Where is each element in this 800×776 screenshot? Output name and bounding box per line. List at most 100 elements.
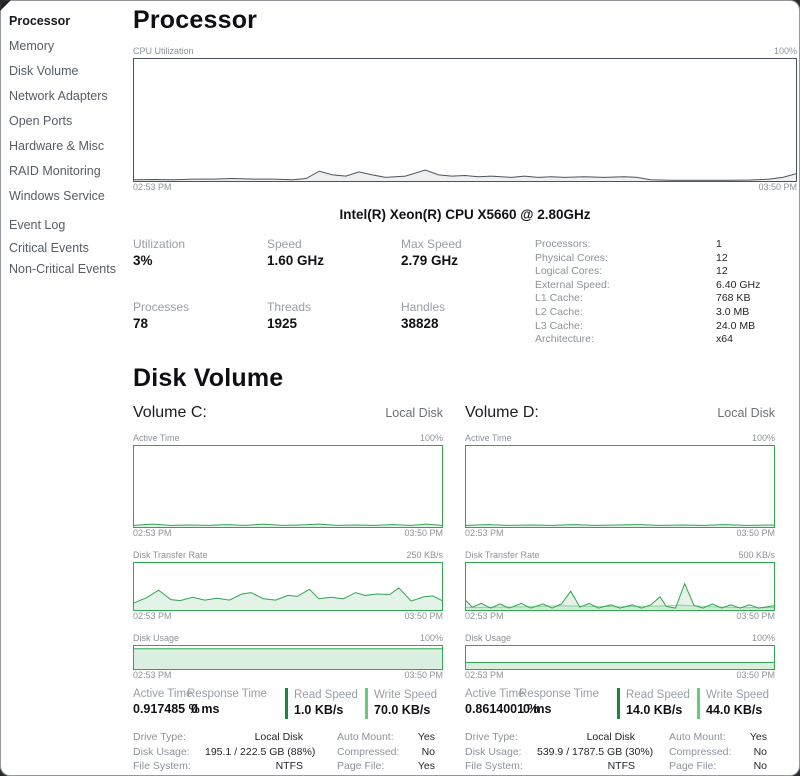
cpu-utilization-chart <box>133 58 797 182</box>
stat-max-speed: Max Speed 2.79 GHz <box>401 237 462 268</box>
volume-d-transfer-label: Disk Transfer Rate <box>465 549 540 560</box>
volumes-row: Volume C: Local Disk Active Time 100% 02… <box>133 404 775 776</box>
volume-c-active-label: Active Time <box>133 432 180 443</box>
volume-d-stats: Active Time Response Time 0.8614001 % 0 … <box>465 687 775 721</box>
stat-threads: Threads 1925 <box>267 300 312 332</box>
volume-c-file-system: File System: NTFS <box>133 760 303 773</box>
volume-c-usage-label: Disk Usage <box>133 632 180 643</box>
sidebar: Processor Memory Disk Volume Network Ada… <box>0 0 125 776</box>
cpu-model-name: Intel(R) Xeon(R) CPU X5660 @ 2.80GHz <box>339 207 591 222</box>
disk-volume-title: Disk Volume <box>133 363 284 392</box>
sidebar-item-memory[interactable]: Memory <box>9 39 55 53</box>
volume-d-response-time-label: Response Time <box>519 687 599 700</box>
sidebar-item-network-adapters[interactable]: Network Adapters <box>9 89 108 103</box>
volume-c-active-svg <box>134 446 442 527</box>
volume-d-details: Drive Type: Local Disk Disk Usage: 539.9 /… <box>465 730 775 776</box>
volume-c-disk-usage: Disk Usage: 195.1 / 222.5 GB (88%) <box>133 745 316 758</box>
processor-info: Utilization 3% Speed 1.60 GHz Max Speed … <box>133 237 797 347</box>
sidebar-item-windows-service[interactable]: Windows Service <box>9 189 105 203</box>
volume-c-transfer-label: Disk Transfer Rate <box>133 549 208 560</box>
sidebar-item-open-ports[interactable]: Open Ports <box>9 114 73 128</box>
volume-d-usage-ymax: 100% <box>751 632 775 643</box>
volume-c-compressed: Compressed: No <box>337 745 435 758</box>
volume-d-active-chart <box>465 444 775 528</box>
volume-d-write-speed: Write Speed 44.0 KB/s <box>697 687 769 719</box>
volume-c-write-speed: Write Speed 70.0 KB/s <box>365 687 437 719</box>
page-title: Processor <box>133 6 258 34</box>
volume-d-usage-svg <box>466 646 774 669</box>
volume-d-name: Volume D: <box>465 403 539 421</box>
cpu-time-end: 03:50 PM <box>758 182 797 192</box>
volume-c-usage-chart <box>133 644 443 670</box>
stat-speed: Speed 1.60 GHz <box>267 237 325 268</box>
volume-c-response-time-label: Response Time <box>187 687 267 700</box>
volume-c-type: Local Disk <box>385 405 443 420</box>
cpu-chart-header: CPU Utilization 100% <box>133 46 797 57</box>
volume-d-usage-chart <box>465 644 775 670</box>
volume-d-read-speed: Read Speed 14.0 KB/s <box>617 687 690 719</box>
processor-details: Processors: 1 Physical Cores: 12 Logical C… <box>535 237 797 347</box>
stat-utilization: Utilization 3% <box>133 237 186 268</box>
volume-d-disk-usage: Disk Usage: 539.9 / 1787.5 GB (30%) <box>465 745 654 758</box>
volume-c-active-ymax: 100% <box>419 432 443 443</box>
processor-stats: Utilization 3% Speed 1.60 GHz Max Speed … <box>133 237 535 347</box>
sidebar-item-disk-volume[interactable]: Disk Volume <box>9 64 79 78</box>
sidebar-item-critical-events[interactable]: Critical Events <box>9 241 89 255</box>
volume-c-response-time-value: 0 ms <box>191 701 220 716</box>
volume-d-usage-label: Disk Usage <box>465 632 512 643</box>
stat-processes: Processes 78 <box>133 300 190 332</box>
volume-c-name: Volume C: <box>133 403 207 421</box>
sidebar-item-processor[interactable]: Processor <box>9 14 71 28</box>
volume-c-transfer-chart <box>133 561 443 611</box>
volume-d-active-label: Active Time <box>465 432 512 443</box>
cursor-icon <box>0 0 11 11</box>
volume-c-active-time-label: Active Time <box>133 687 193 700</box>
cpu-chart-ymax: 100% <box>773 46 797 56</box>
volume-d-page-file: Page File: No <box>669 760 767 773</box>
volume-d-transfer-ymax: 500 KB/s <box>738 549 775 560</box>
volume-c-panel: Volume C: Local Disk Active Time 100% 02… <box>133 404 443 776</box>
volume-c-details: Drive Type: Local Disk Disk Usage: 195.1 /… <box>133 730 443 776</box>
detail-physical-cores: Physical Cores: 12 <box>535 251 728 264</box>
sidebar-item-hardware-misc[interactable]: Hardware & Misc <box>9 139 105 153</box>
detail-l1-cache: L1 Cache: 768 KB <box>535 292 751 305</box>
sidebar-item-non-critical-events[interactable]: Non-Critical Events <box>9 262 116 276</box>
cpu-chart-svg <box>134 59 796 181</box>
volume-d-panel: Volume D: Local Disk Active Time 100% 02… <box>465 404 775 776</box>
volume-c-drive-type: Drive Type: Local Disk <box>133 730 303 743</box>
detail-external-speed: External Speed: 6.40 GHz <box>535 278 761 291</box>
volume-c-usage-ymax: 100% <box>419 632 443 643</box>
volume-d-compressed: Compressed: No <box>669 745 767 758</box>
cpu-chart-label: CPU Utilization <box>133 46 194 56</box>
sidebar-item-raid-monitoring[interactable]: RAID Monitoring <box>9 164 101 178</box>
detail-architecture: Architecture: x64 <box>535 333 733 346</box>
stat-handles: Handles 38828 <box>401 300 446 332</box>
detail-l2-cache: L2 Cache: 3.0 MB <box>535 305 750 318</box>
main-content: Processor CPU Utilization 100% 02:53 PM … <box>125 0 800 776</box>
volume-d-drive-type: Drive Type: Local Disk <box>465 730 635 743</box>
volume-d-type: Local Disk <box>717 405 775 420</box>
volume-d-file-system: File System: NTFS <box>465 760 635 773</box>
volume-c-auto-mount: Auto Mount: Yes <box>337 730 435 743</box>
volume-c-usage-svg <box>134 646 442 669</box>
detail-l3-cache: L3 Cache: 24.0 MB <box>535 319 756 332</box>
cpu-time-start: 02:53 PM <box>133 182 172 192</box>
volume-c-stats: Active Time Response Time 0.917485 % 0 m… <box>133 687 443 721</box>
volume-c-active-time-value: 0.917485 % <box>133 701 200 716</box>
volume-d-transfer-chart <box>465 561 775 611</box>
volume-d-active-time-label: Active Time <box>465 687 525 700</box>
detail-processors: Processors: 1 <box>535 238 722 250</box>
volume-d-active-svg <box>466 446 774 527</box>
sidebar-item-event-log[interactable]: Event Log <box>9 218 66 232</box>
volume-c-read-speed: Read Speed 1.0 KB/s <box>285 687 358 719</box>
volume-c-active-chart <box>133 444 443 528</box>
volume-d-active-time-value: 0.8614001 % <box>465 701 539 716</box>
volume-d-response-time-value: 0 ms <box>523 701 552 716</box>
volume-d-auto-mount: Auto Mount: Yes <box>669 730 767 743</box>
volume-c-header: Volume C: Local Disk <box>133 404 443 422</box>
volume-c-transfer-svg <box>134 563 442 610</box>
volume-d-header: Volume D: Local Disk <box>465 404 775 422</box>
volume-d-active-ymax: 100% <box>751 432 775 443</box>
detail-logical-cores: Logical Cores: 12 <box>535 265 728 278</box>
